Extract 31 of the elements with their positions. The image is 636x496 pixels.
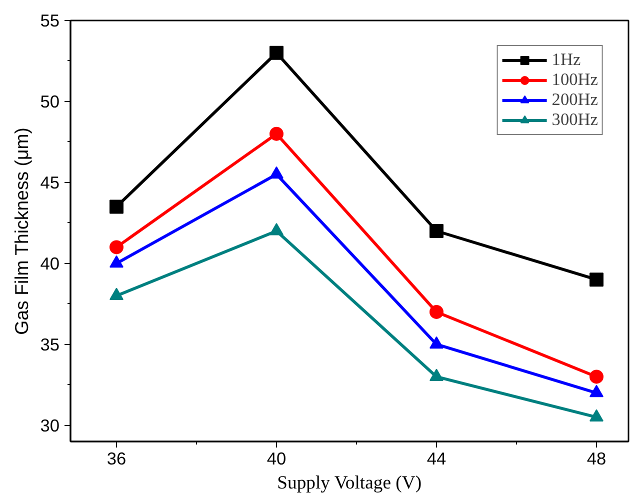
y-tick-label: 30: [40, 415, 60, 436]
legend-label: 200Hz: [552, 90, 598, 110]
y-tick-label: 35: [40, 334, 60, 354]
x-tick-label: 48: [586, 448, 606, 468]
point: [430, 224, 444, 238]
point: [430, 368, 444, 381]
y-tick-label: 50: [40, 91, 60, 112]
x-tick-label: 40: [266, 448, 286, 468]
point: [270, 126, 284, 141]
point: [430, 304, 444, 319]
legend-label: 100Hz: [552, 70, 598, 90]
legend-label: 1Hz: [552, 50, 581, 70]
x-axis-title: Supply Voltage (V): [277, 472, 422, 494]
y-axis-title: Gas Film Thickness (μm): [11, 127, 32, 335]
legend-label: 300Hz: [552, 110, 598, 130]
point: [110, 288, 124, 300]
point: [590, 409, 604, 422]
point: [590, 272, 604, 287]
point: [430, 336, 444, 349]
y-tick-label: 55: [40, 10, 60, 30]
x-tick-label: 36: [106, 448, 126, 468]
y-tick-label: 45: [40, 172, 60, 192]
point: [270, 166, 284, 179]
y-tick-label: 40: [40, 253, 60, 274]
x-tick-label: 44: [426, 448, 446, 468]
point: [110, 240, 124, 254]
point: [110, 200, 124, 214]
point: [590, 384, 604, 398]
point: [110, 255, 124, 268]
point: [270, 222, 284, 236]
point: [270, 46, 284, 60]
